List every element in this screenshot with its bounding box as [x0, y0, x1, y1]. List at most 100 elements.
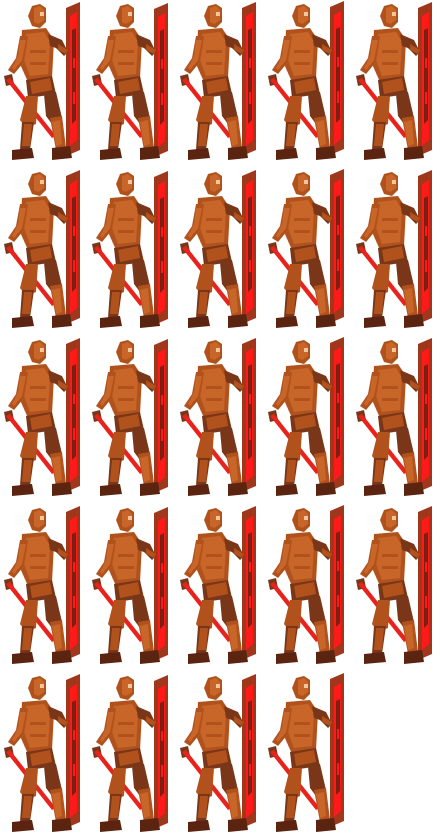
hips — [114, 76, 144, 98]
torso — [20, 700, 54, 754]
front-leg — [188, 600, 214, 664]
torso — [20, 532, 54, 586]
back-leg — [308, 596, 336, 664]
hips — [378, 580, 408, 602]
head — [28, 508, 46, 532]
torso — [20, 364, 54, 418]
back-leg — [308, 260, 336, 328]
torso — [372, 196, 406, 250]
hips — [378, 76, 408, 98]
sprite-frame — [176, 0, 264, 168]
sprite-frame — [176, 336, 264, 504]
back-arm — [48, 370, 68, 392]
shield — [418, 506, 432, 660]
head — [116, 508, 134, 532]
back-leg — [220, 428, 248, 496]
shield — [154, 171, 168, 325]
front-leg — [188, 96, 214, 160]
hips — [114, 412, 144, 434]
back-leg — [308, 764, 336, 832]
back-arm — [312, 34, 332, 56]
front-leg — [364, 96, 390, 160]
front-leg — [100, 432, 126, 496]
back-leg — [132, 764, 160, 832]
front-leg — [276, 96, 302, 160]
sprite-frame — [0, 504, 88, 672]
shield — [242, 506, 256, 660]
back-leg — [220, 596, 248, 664]
sprite-frame — [352, 168, 440, 336]
hips — [290, 244, 320, 266]
sprite-frame — [88, 0, 176, 168]
front-leg — [364, 432, 390, 496]
back-arm — [48, 34, 68, 56]
sprite-frame — [352, 336, 440, 504]
back-arm — [312, 706, 332, 728]
back-arm — [400, 538, 420, 560]
head — [204, 340, 222, 364]
torso — [20, 28, 54, 82]
sprite-frame — [88, 504, 176, 672]
head — [380, 4, 398, 28]
sprite-frame — [264, 672, 352, 840]
sprite-frame — [0, 336, 88, 504]
shield — [330, 337, 344, 491]
back-arm — [312, 202, 332, 224]
hips — [26, 748, 56, 770]
shield — [66, 674, 80, 828]
hips — [202, 244, 232, 266]
shield — [330, 505, 344, 659]
shield — [418, 338, 432, 492]
back-leg — [44, 92, 72, 160]
head — [204, 4, 222, 28]
hips — [114, 748, 144, 770]
head — [380, 508, 398, 532]
back-leg — [132, 428, 160, 496]
back-leg — [132, 260, 160, 328]
back-arm — [136, 538, 156, 560]
back-leg — [44, 764, 72, 832]
back-arm — [224, 706, 244, 728]
back-arm — [312, 370, 332, 392]
back-leg — [308, 428, 336, 496]
shield — [242, 674, 256, 828]
back-leg — [308, 92, 336, 160]
front-leg — [276, 264, 302, 328]
head — [116, 676, 134, 700]
torso — [20, 196, 54, 250]
hips — [202, 580, 232, 602]
front-leg — [100, 264, 126, 328]
torso — [108, 28, 142, 82]
head — [292, 4, 310, 28]
head — [28, 676, 46, 700]
torso — [196, 196, 230, 250]
shield — [242, 2, 256, 156]
front-arm — [268, 36, 292, 86]
front-arm — [356, 36, 380, 86]
back-arm — [400, 202, 420, 224]
back-leg — [132, 92, 160, 160]
sprite-frame — [176, 168, 264, 336]
head — [292, 340, 310, 364]
sprite-frame — [0, 168, 88, 336]
shield — [66, 2, 80, 156]
hips — [202, 748, 232, 770]
hips — [26, 580, 56, 602]
back-arm — [136, 34, 156, 56]
back-arm — [48, 538, 68, 560]
back-arm — [48, 706, 68, 728]
shield — [242, 170, 256, 324]
torso — [108, 364, 142, 418]
front-leg — [12, 768, 38, 832]
sprite-frame — [88, 168, 176, 336]
shield — [330, 1, 344, 155]
back-leg — [220, 260, 248, 328]
hips — [202, 412, 232, 434]
head — [292, 508, 310, 532]
front-leg — [100, 768, 126, 832]
back-arm — [400, 370, 420, 392]
head — [204, 508, 222, 532]
sprite-frame — [88, 672, 176, 840]
back-leg — [220, 764, 248, 832]
